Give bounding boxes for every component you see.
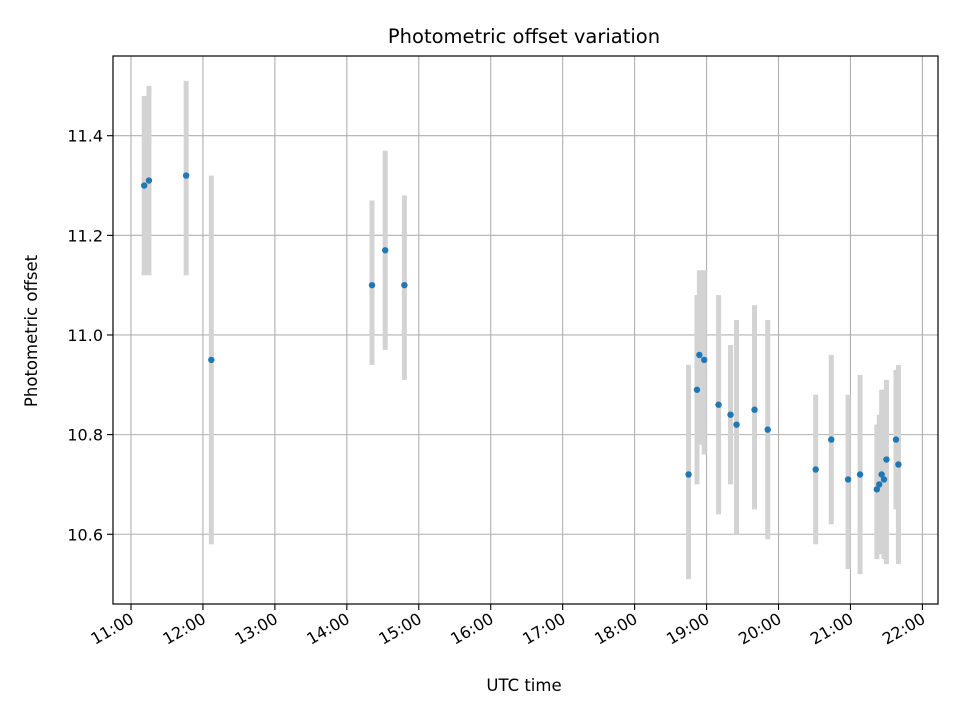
data-point <box>856 471 864 478</box>
x-tick-label: 16:00 <box>447 609 496 649</box>
data-point <box>883 456 890 463</box>
x-tick-label: 19:00 <box>663 609 712 649</box>
data-point <box>693 386 701 393</box>
x-tick-label: 18:00 <box>591 609 640 649</box>
data-point <box>733 421 740 428</box>
data-point <box>878 471 885 478</box>
y-tick-label: 11.4 <box>67 127 103 146</box>
data-point <box>876 481 883 488</box>
data-point <box>828 436 835 443</box>
data-point <box>685 471 692 478</box>
error-bars <box>141 80 901 580</box>
y-tick-label: 10.8 <box>67 426 103 445</box>
x-tick-label: 21:00 <box>807 609 856 649</box>
chart-title: Photometric offset variation <box>388 25 660 48</box>
data-point <box>892 436 900 443</box>
data-point <box>873 486 881 493</box>
data-point <box>812 466 819 473</box>
data-point <box>727 411 734 418</box>
data-point <box>715 401 722 408</box>
x-axis-title: UTC time <box>486 676 561 695</box>
x-tick-label: 11:00 <box>88 609 137 649</box>
y-tick-label: 11.2 <box>67 226 103 245</box>
data-point <box>401 281 408 289</box>
x-tick-label: 22:00 <box>879 609 928 649</box>
y-tick-label: 10.6 <box>67 525 103 544</box>
grid <box>113 56 938 604</box>
y-axis-title: Photometric offset <box>22 254 41 407</box>
data-point <box>182 172 190 179</box>
data-point <box>145 177 153 184</box>
plot-frame <box>112 55 939 605</box>
x-tick-label: 20:00 <box>735 609 784 649</box>
y-tick-label: 11.0 <box>67 326 103 345</box>
data-points <box>140 172 902 493</box>
y-axis: 10.6 10.8 11.0 11.2 11.4 <box>67 127 113 544</box>
x-tick-label: 12:00 <box>160 609 209 649</box>
x-axis: 11:00 12:00 13:00 14:00 15:00 16:00 17:00 18:00… <box>88 604 928 649</box>
data-point <box>880 476 888 483</box>
data-point <box>764 426 771 433</box>
x-tick-label: 14:00 <box>303 609 352 649</box>
data-point <box>382 247 389 254</box>
data-point <box>895 461 902 468</box>
data-point <box>696 351 703 359</box>
x-tick-label: 15:00 <box>375 609 424 649</box>
data-point <box>700 356 708 364</box>
data-point <box>751 406 758 413</box>
x-tick-label: 13:00 <box>231 609 280 649</box>
data-point <box>208 356 215 364</box>
data-point <box>140 182 148 189</box>
data-point <box>844 476 852 483</box>
data-point <box>368 281 376 289</box>
x-tick-label: 17:00 <box>519 609 568 649</box>
